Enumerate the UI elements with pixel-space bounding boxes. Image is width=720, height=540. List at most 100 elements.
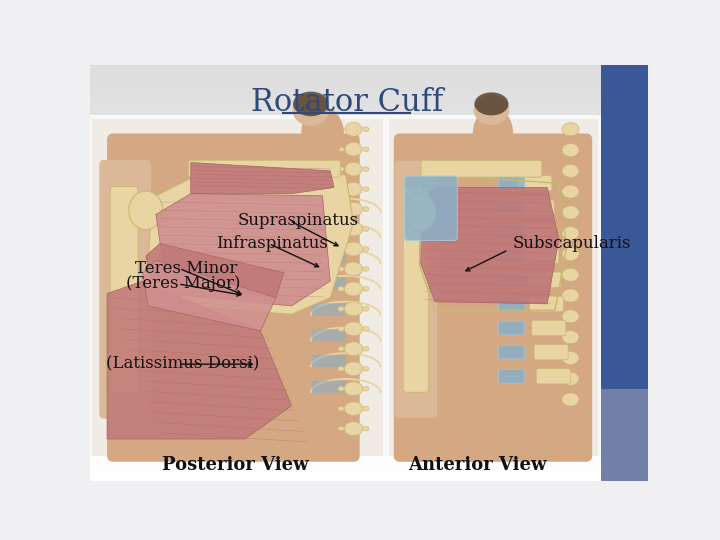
FancyBboxPatch shape [523, 224, 557, 239]
Ellipse shape [363, 287, 369, 291]
Ellipse shape [344, 242, 363, 256]
FancyBboxPatch shape [312, 329, 346, 341]
Ellipse shape [338, 407, 344, 411]
Ellipse shape [474, 92, 508, 116]
Ellipse shape [338, 267, 344, 271]
FancyBboxPatch shape [529, 296, 564, 312]
Ellipse shape [562, 185, 579, 198]
Ellipse shape [363, 167, 369, 172]
Bar [90, 114, 600, 456]
FancyBboxPatch shape [532, 320, 566, 336]
Ellipse shape [562, 268, 579, 281]
FancyBboxPatch shape [312, 355, 346, 367]
FancyBboxPatch shape [99, 160, 151, 418]
FancyBboxPatch shape [110, 186, 138, 392]
Ellipse shape [344, 202, 363, 216]
FancyBboxPatch shape [421, 160, 542, 177]
Ellipse shape [345, 142, 362, 156]
Ellipse shape [363, 347, 369, 351]
Bar [91, 119, 383, 456]
Ellipse shape [293, 92, 329, 116]
Ellipse shape [562, 289, 579, 302]
FancyBboxPatch shape [312, 381, 346, 393]
Ellipse shape [473, 107, 513, 160]
Text: Rotator Cuff: Rotator Cuff [251, 87, 443, 118]
FancyBboxPatch shape [498, 273, 525, 287]
Bar [600, 65, 648, 481]
Ellipse shape [301, 106, 344, 160]
Text: (Latissimus Dorsi): (Latissimus Dorsi) [106, 356, 259, 373]
FancyBboxPatch shape [534, 345, 568, 360]
Ellipse shape [344, 282, 363, 296]
Polygon shape [107, 281, 292, 439]
Ellipse shape [129, 191, 163, 230]
FancyBboxPatch shape [498, 225, 525, 239]
Ellipse shape [344, 222, 363, 236]
FancyBboxPatch shape [189, 160, 341, 177]
FancyBboxPatch shape [527, 272, 561, 287]
FancyBboxPatch shape [312, 278, 346, 290]
Ellipse shape [338, 247, 344, 251]
Ellipse shape [344, 262, 363, 276]
Ellipse shape [344, 302, 363, 316]
Ellipse shape [338, 426, 344, 431]
Ellipse shape [338, 347, 344, 351]
Text: Supraspinatus: Supraspinatus [238, 212, 359, 229]
FancyBboxPatch shape [498, 297, 525, 311]
Text: Anterior View: Anterior View [408, 456, 547, 475]
Polygon shape [145, 244, 284, 298]
FancyBboxPatch shape [498, 249, 525, 262]
Ellipse shape [344, 362, 363, 376]
FancyBboxPatch shape [312, 226, 346, 238]
Ellipse shape [338, 227, 344, 231]
Ellipse shape [405, 193, 436, 232]
Ellipse shape [345, 182, 362, 196]
Text: Infraspinatus: Infraspinatus [216, 235, 328, 252]
FancyBboxPatch shape [525, 248, 559, 264]
Ellipse shape [338, 187, 344, 192]
Text: Subscapularis: Subscapularis [513, 235, 631, 252]
Ellipse shape [363, 227, 369, 231]
FancyBboxPatch shape [312, 303, 346, 315]
Text: (Teres Major): (Teres Major) [126, 275, 240, 293]
FancyBboxPatch shape [520, 200, 554, 215]
FancyBboxPatch shape [498, 321, 525, 335]
Ellipse shape [562, 330, 579, 343]
Ellipse shape [562, 123, 579, 136]
Ellipse shape [562, 144, 579, 157]
Ellipse shape [344, 382, 363, 396]
Ellipse shape [344, 402, 363, 416]
Ellipse shape [344, 342, 363, 356]
Ellipse shape [363, 387, 369, 391]
Ellipse shape [344, 422, 363, 436]
Ellipse shape [562, 164, 579, 177]
Ellipse shape [363, 147, 369, 152]
Ellipse shape [338, 287, 344, 291]
Ellipse shape [363, 207, 369, 211]
Ellipse shape [363, 247, 369, 251]
Ellipse shape [363, 187, 369, 192]
Polygon shape [191, 163, 334, 194]
Polygon shape [148, 163, 354, 314]
Ellipse shape [562, 372, 579, 385]
FancyBboxPatch shape [403, 186, 428, 392]
Ellipse shape [345, 162, 362, 176]
Ellipse shape [344, 322, 363, 336]
Ellipse shape [338, 127, 344, 132]
Ellipse shape [562, 247, 579, 260]
Ellipse shape [363, 407, 369, 411]
Ellipse shape [562, 393, 579, 406]
Ellipse shape [338, 387, 344, 391]
FancyBboxPatch shape [394, 133, 593, 462]
Ellipse shape [363, 127, 369, 132]
Ellipse shape [338, 147, 344, 152]
Ellipse shape [562, 206, 579, 219]
FancyBboxPatch shape [498, 345, 525, 359]
FancyBboxPatch shape [312, 252, 346, 264]
FancyBboxPatch shape [107, 133, 360, 462]
FancyBboxPatch shape [518, 176, 552, 191]
Polygon shape [143, 260, 276, 331]
Ellipse shape [338, 307, 344, 311]
Ellipse shape [363, 327, 369, 331]
Ellipse shape [363, 307, 369, 311]
